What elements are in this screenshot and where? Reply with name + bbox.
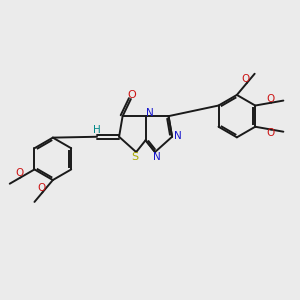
Text: O: O bbox=[242, 74, 250, 84]
Text: N: N bbox=[146, 108, 153, 118]
Text: O: O bbox=[15, 168, 23, 178]
Text: H: H bbox=[92, 125, 100, 135]
Text: O: O bbox=[266, 128, 275, 138]
Text: N: N bbox=[153, 152, 160, 162]
Text: S: S bbox=[131, 152, 138, 162]
Text: O: O bbox=[38, 183, 46, 193]
Text: O: O bbox=[127, 90, 136, 100]
Text: O: O bbox=[266, 94, 275, 104]
Text: N: N bbox=[174, 131, 182, 141]
